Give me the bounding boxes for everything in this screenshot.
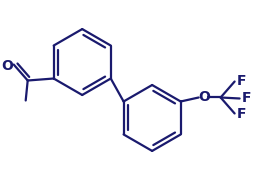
Text: O: O bbox=[1, 58, 13, 73]
Text: O: O bbox=[199, 91, 211, 105]
Text: F: F bbox=[242, 91, 251, 105]
Text: F: F bbox=[237, 107, 246, 122]
Text: F: F bbox=[237, 73, 246, 87]
